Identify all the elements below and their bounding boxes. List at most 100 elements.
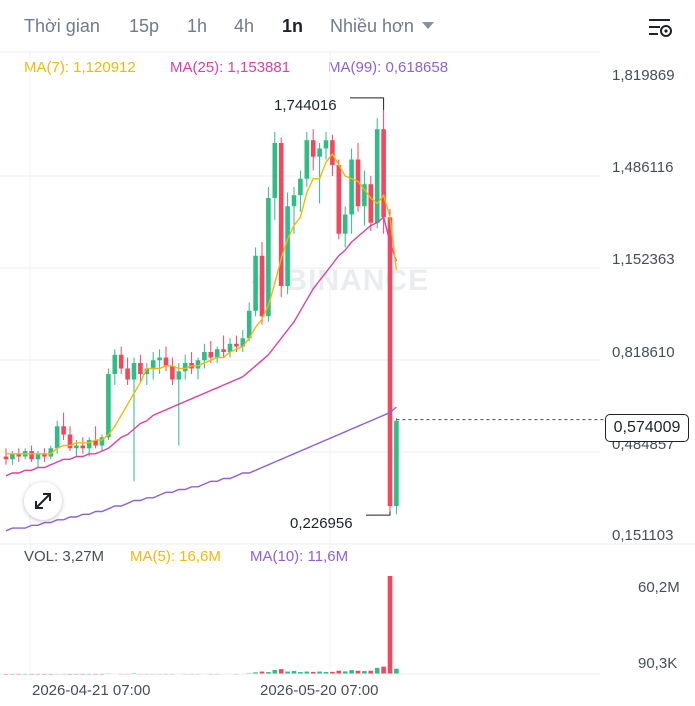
candle-body: [99, 437, 105, 446]
volume-bar: [323, 672, 329, 674]
candle-body: [182, 363, 188, 372]
more-label: Nhiều hơn: [330, 16, 414, 36]
volume-bar: [330, 671, 335, 674]
tab-1d[interactable]: 1n: [282, 16, 304, 36]
volume-bar: [336, 670, 342, 674]
volume-bar: [285, 671, 290, 674]
volume-bar: [387, 576, 393, 674]
volume-bar: [349, 670, 354, 674]
candle-body: [93, 440, 98, 446]
candle-body: [157, 357, 162, 361]
candle-body: [208, 352, 214, 358]
candle-body: [355, 159, 361, 207]
candle-body: [298, 178, 303, 196]
candle-body: [170, 365, 175, 380]
candle-body: [54, 426, 60, 449]
candle-body: [362, 184, 367, 207]
candle-body: [336, 164, 342, 234]
candle-body: [394, 420, 399, 507]
volume-bar: [278, 669, 284, 674]
candle-body: [278, 142, 284, 287]
candle-body: [74, 445, 79, 449]
price-tick: 1,152363: [612, 251, 675, 268]
candle-body: [42, 453, 47, 457]
candle-body: [163, 357, 169, 366]
ma25-line: [5, 215, 398, 477]
expand-button[interactable]: [24, 482, 62, 520]
volume-axis-tick: 90,3K: [638, 655, 678, 672]
volume-bar: [310, 671, 316, 674]
candle-body: [131, 363, 137, 380]
candle-body: [374, 129, 380, 223]
candle-body: [259, 255, 265, 317]
candle-body: [176, 371, 182, 380]
price-tick: 1,486116: [612, 159, 674, 176]
candle-body: [112, 354, 118, 375]
candle-body: [330, 140, 335, 165]
candle-body: [61, 426, 66, 435]
volume-bar: [368, 670, 374, 674]
candle-body: [304, 140, 310, 179]
candle-body: [138, 363, 143, 375]
time-axis-tick: 2026-04-21 07:00: [32, 682, 151, 699]
tab-time[interactable]: Thời gian: [24, 16, 100, 36]
candle-body: [29, 451, 34, 460]
price-tick: 0,818610: [612, 344, 675, 361]
volume-bar: [298, 672, 303, 674]
candle-body: [387, 217, 393, 507]
ma25-legend: MA(25): 1,153881: [170, 59, 291, 76]
caret-down-icon: [421, 22, 434, 29]
candle-body: [368, 184, 374, 223]
candle-body: [349, 159, 354, 215]
volume-bar: [394, 668, 399, 674]
tab-4h[interactable]: 4h: [234, 16, 255, 36]
ma7-legend: MA(7): 1,120912: [24, 59, 136, 76]
candle-body: [144, 368, 150, 375]
current-price-label: 0,574009: [605, 414, 689, 442]
volume-legend: VOL: 3,27M: [24, 548, 105, 565]
candle-body: [317, 148, 322, 157]
volume-bar: [342, 671, 348, 674]
candle-body: [214, 349, 220, 358]
volume-bar: [374, 667, 380, 674]
volume-bar: [304, 671, 310, 674]
candle-body: [291, 195, 297, 207]
volume-bar: [362, 671, 367, 674]
volume-bar: [259, 671, 265, 674]
price-tick: 0,151103: [612, 527, 674, 544]
low-marker-line: [366, 511, 391, 516]
candle-body: [266, 197, 271, 317]
candle-body: [67, 434, 73, 449]
candle-body: [118, 354, 124, 369]
ma99-legend: MA(99): 0,618658: [328, 59, 449, 76]
ma99-line: [5, 406, 397, 532]
candle-body: [342, 214, 348, 234]
candle-body: [381, 129, 386, 218]
tab-15m[interactable]: 15p: [129, 16, 160, 36]
candle-body: [106, 374, 111, 438]
tab-1h[interactable]: 1h: [187, 16, 208, 36]
high-price-label: 1,744016: [274, 97, 337, 114]
candle-body: [310, 140, 316, 157]
timeframe-toolbar: Thời gian 15p 1h 4h 1n Nhiều hơn: [0, 0, 695, 52]
more-timeframes-dropdown[interactable]: Nhiều hơn: [330, 16, 434, 37]
high-marker-line: [350, 97, 385, 110]
time-axis-tick: 2026-05-20 07:00: [260, 682, 379, 699]
volume-bar: [381, 666, 386, 674]
candle-body: [202, 352, 207, 361]
candle-body: [16, 453, 22, 457]
volume-bar: [272, 669, 278, 674]
volume-axis-tick: 60,2M: [638, 579, 680, 596]
volume-bar: [253, 672, 258, 674]
candle-body: [35, 453, 41, 460]
candle-body: [195, 360, 201, 369]
chart-settings-icon[interactable]: [646, 16, 674, 42]
volume-ma5-legend: MA(5): 16,6M: [130, 548, 221, 565]
candle-body: [272, 142, 278, 198]
volume-bar: [355, 670, 361, 674]
expand-arrows-icon: [35, 493, 51, 509]
candle-body: [240, 338, 246, 347]
price-tick: 1,819869: [612, 67, 675, 84]
volume-ma10-legend: MA(10): 11,6M: [250, 548, 349, 565]
